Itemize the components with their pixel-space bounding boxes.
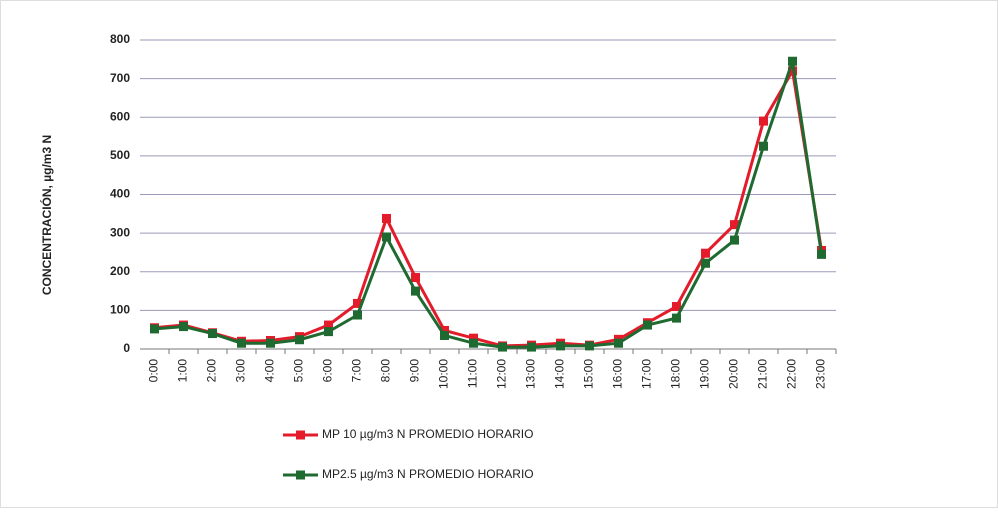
x-tick-label: 10:00: [437, 359, 451, 389]
x-tick-label: 3:00: [234, 359, 248, 383]
x-tick-label: 7:00: [350, 359, 364, 383]
marker: [440, 325, 449, 335]
marker: [179, 322, 188, 332]
marker: [701, 258, 710, 268]
x-tick-label: 16:00: [611, 359, 625, 389]
x-tick-label: 22:00: [785, 359, 799, 389]
marker: [527, 342, 536, 352]
marker: [614, 338, 623, 348]
y-tick-label: 300: [110, 225, 130, 239]
x-tick-label: 4:00: [263, 359, 277, 383]
x-tick-label: 6:00: [321, 359, 335, 383]
x-tick-label: 17:00: [640, 359, 654, 389]
x-tick-label: 21:00: [756, 359, 770, 389]
y-tick-label: 500: [110, 148, 130, 162]
marker: [382, 232, 391, 242]
marker: [759, 116, 768, 126]
y-tick-label: 800: [110, 32, 130, 46]
series-line: [154, 66, 823, 348]
marker: [353, 310, 362, 320]
marker: [353, 298, 362, 308]
x-tick-label: 20:00: [727, 359, 741, 389]
marker: [672, 313, 681, 323]
y-tick-label: 100: [110, 303, 130, 317]
marker: [411, 286, 420, 296]
x-tick-label: 13:00: [524, 359, 538, 389]
x-tick-label: 2:00: [205, 359, 219, 383]
y-tick-label: 600: [110, 109, 130, 123]
marker: [701, 248, 710, 258]
marker: [469, 338, 478, 348]
marker: [266, 338, 275, 348]
x-tick-label: 15:00: [582, 359, 596, 389]
y-tick-label: 0: [123, 341, 130, 355]
marker: [295, 335, 304, 345]
legend-label: MP2.5 µg/m3 N PROMEDIO HORARIO: [322, 467, 534, 481]
marker: [672, 302, 681, 312]
marker: [759, 141, 768, 151]
x-tick-label: 14:00: [553, 359, 567, 389]
marker: [237, 338, 246, 348]
legend-marker: [296, 430, 305, 440]
marker: [324, 327, 333, 337]
x-tick-label: 23:00: [814, 359, 828, 389]
marker: [498, 342, 507, 352]
marker: [411, 273, 420, 283]
marker: [556, 341, 565, 351]
marker: [643, 320, 652, 330]
y-tick-label: 700: [110, 71, 130, 85]
x-tick-label: 18:00: [669, 359, 683, 389]
marker: [469, 333, 478, 343]
marker: [382, 213, 391, 223]
legend-marker: [296, 470, 305, 480]
x-tick-label: 19:00: [698, 359, 712, 389]
x-tick-label: 5:00: [292, 359, 306, 383]
marker: [730, 220, 739, 230]
x-tick-label: 11:00: [466, 359, 480, 388]
marker: [585, 341, 594, 351]
y-tick-label: 200: [110, 264, 130, 278]
marker: [730, 235, 739, 245]
x-tick-label: 1:00: [176, 359, 190, 383]
series-line: [154, 60, 823, 349]
x-tick-label: 8:00: [379, 359, 393, 383]
y-tick-label: 400: [110, 187, 130, 201]
y-axis-label: CONCENTRACIÓN, µg/m3 N: [39, 135, 54, 295]
x-tick-label: 0:00: [147, 359, 161, 383]
x-tick-label: 9:00: [408, 359, 422, 383]
marker: [817, 249, 826, 259]
marker: [440, 330, 449, 340]
marker: [208, 329, 217, 339]
legend-label: MP 10 µg/m3 N PROMEDIO HORARIO: [322, 427, 533, 441]
marker: [150, 324, 159, 334]
marker: [324, 320, 333, 330]
marker: [788, 56, 797, 66]
x-tick-label: 12:00: [495, 359, 509, 389]
